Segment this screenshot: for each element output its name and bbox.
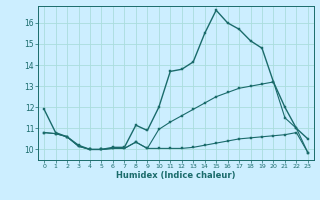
X-axis label: Humidex (Indice chaleur): Humidex (Indice chaleur) — [116, 171, 236, 180]
